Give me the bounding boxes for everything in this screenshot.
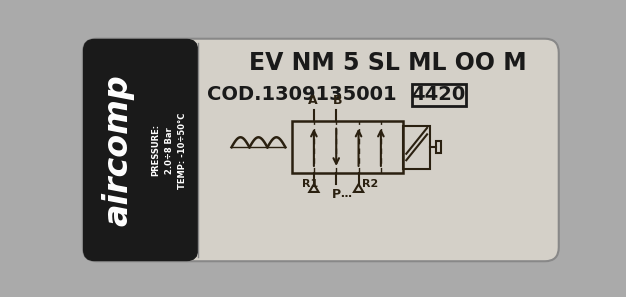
Text: aircomp: aircomp [101,75,135,226]
Bar [403,126,430,169]
Text: 4420: 4420 [411,86,466,105]
Text: B: B [333,94,342,107]
FancyBboxPatch shape [84,40,198,260]
Bar [436,141,441,154]
Text: EV NM 5 SL ML OO M: EV NM 5 SL ML OO M [249,50,526,75]
Text: R2: R2 [362,179,378,189]
Text: A: A [308,94,317,107]
Text: P: P [332,188,342,201]
Text: PRESSURE:
2.0÷8 Bar
TEMP: -10÷50°C: PRESSURE: 2.0÷8 Bar TEMP: -10÷50°C [151,112,187,189]
Text: …: … [340,189,351,199]
Text: R1: R1 [302,179,318,189]
Text: COD.1309135001: COD.1309135001 [207,86,396,105]
FancyBboxPatch shape [83,39,559,261]
Bar [412,84,466,106]
Bar [292,121,403,173]
